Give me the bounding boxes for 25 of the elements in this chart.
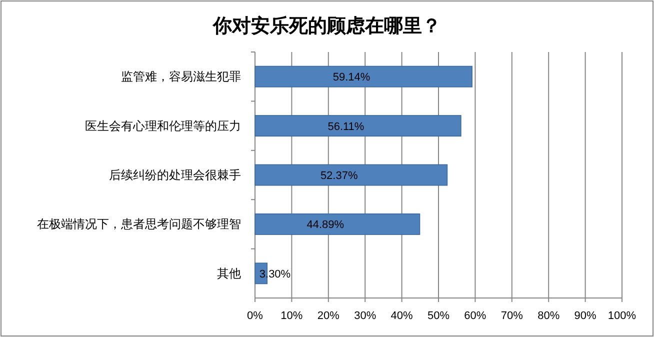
x-tick-label: 100% [608,310,636,322]
bar [254,66,472,88]
x-tick-label: 80% [538,310,560,322]
x-tick-label: 90% [574,310,597,322]
data-label: 59.14% [332,72,370,84]
x-tick-label: 30% [354,310,376,322]
bar [254,115,462,137]
y-tick-label: 在极端情况下，患者思考问题不够理智 [37,217,241,232]
x-tick-label: 70% [500,310,524,322]
x-tick-label: 40% [390,310,414,322]
bar [254,213,420,235]
data-label: 52.37% [320,170,358,182]
y-tick-label: 医生会有心理和伦理等的压力 [85,118,241,133]
data-label: 44.89% [306,219,344,232]
x-tick-label: 10% [280,310,303,322]
y-tick-label: 监管难，容易滋生犯罪 [121,70,241,84]
data-label: 56.11% [328,120,364,133]
bar [254,164,448,186]
x-tick-label: 50% [427,310,450,322]
y-tick-label: 后续纠纷的处理会很棘手 [109,168,241,182]
chart-title: 你对安乐死的顾虑在哪里？ [212,15,441,37]
y-tick-label: 其他 [217,266,241,280]
x-tick-label: 0% [247,310,264,322]
x-tick-label: 60% [464,310,486,322]
x-tick-label: 20% [317,310,340,322]
